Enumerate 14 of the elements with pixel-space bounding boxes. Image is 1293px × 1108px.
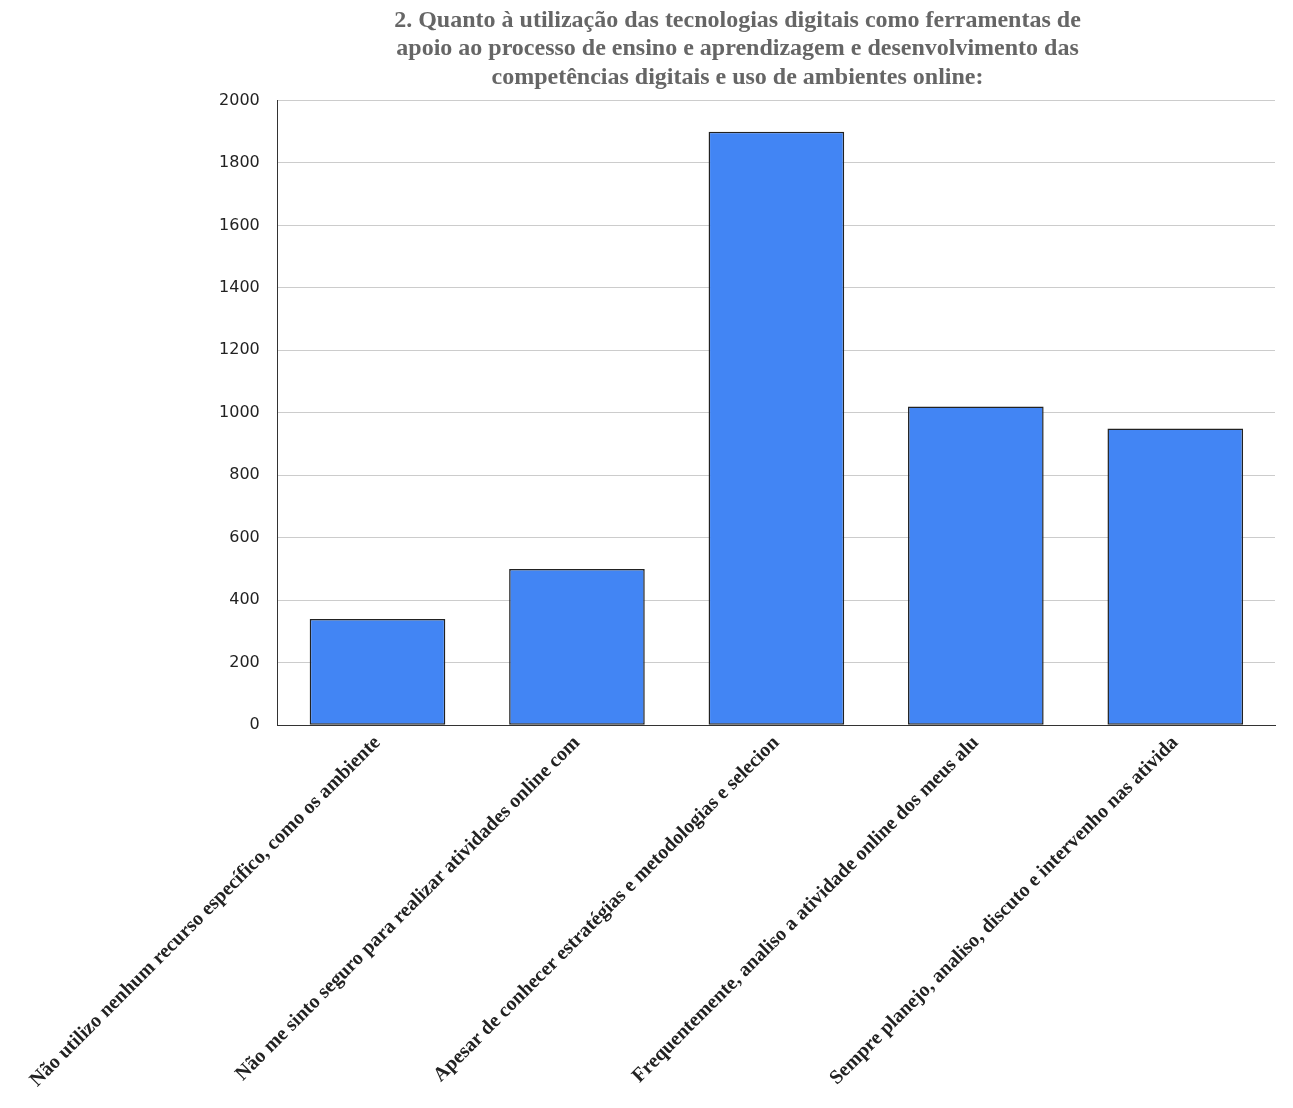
text: 2. Quanto à utilização das tecnologias digitais como ferramentas de [394,5,1081,32]
y-tick-label: 400 [229,589,260,609]
y-tick-label: 1000 [219,401,260,421]
y-tick-label: 200 [229,651,260,671]
text: competências digitais e uso de ambientes online: [491,63,984,90]
y-tick-label: 2000 [219,89,260,109]
y-tick-label: 800 [229,464,260,484]
y-tick-label: 1600 [219,214,260,234]
y-tick-label: 0 [249,714,260,734]
y-tick-label: 1800 [219,152,260,172]
y-tick-label: 600 [229,526,260,546]
y-tick-label: 1200 [219,339,260,359]
y-tick-label: 1400 [219,277,260,296]
text: apoio ao processo de ensino e aprendizagem e desenvolvimento das [396,34,1079,61]
